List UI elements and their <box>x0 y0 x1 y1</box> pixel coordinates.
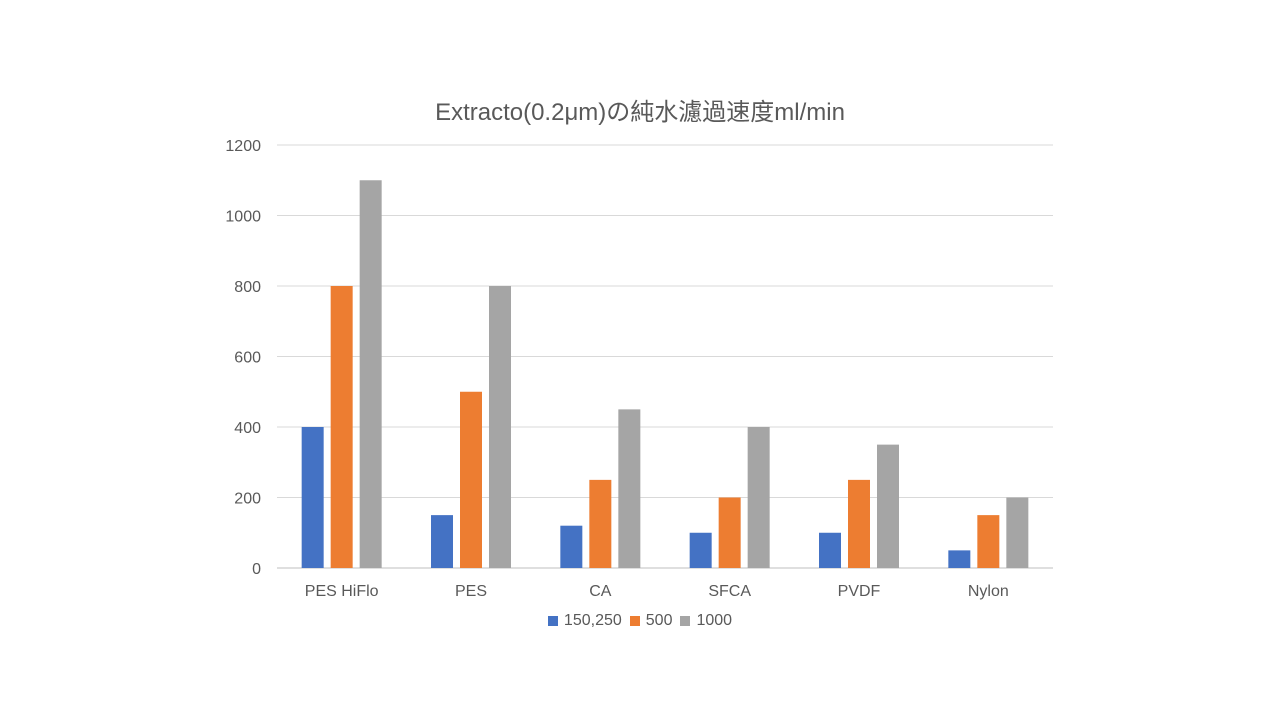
x-tick-label: PVDF <box>838 583 881 600</box>
y-tick-label: 1200 <box>225 138 261 155</box>
x-tick-label: Nylon <box>968 583 1009 600</box>
bar-2-pes <box>460 391 482 568</box>
chart-title: Extracto(0.2μm)の純水濾過速度ml/min <box>435 99 845 126</box>
legend-item-series-3: 1000 <box>680 612 732 630</box>
bar-3-pes-hiflo <box>359 180 382 568</box>
x-tick-label: SFCA <box>708 583 751 600</box>
legend-swatch-series-2 <box>629 616 640 626</box>
bar-2-nylon <box>977 515 1000 568</box>
x-tick-label: PES <box>455 583 487 600</box>
bar-2-sfca <box>718 497 741 568</box>
bar-1-sfca <box>689 532 712 568</box>
bar-1-pes-hiflo <box>301 427 324 568</box>
legend: 150,250 500 1000 <box>0 612 1280 630</box>
bar-3-ca <box>618 409 641 568</box>
bar-1-nylon <box>948 550 971 568</box>
y-tick-label: 0 <box>252 561 261 578</box>
y-tick-label: 400 <box>234 420 261 437</box>
legend-label-series-2: 500 <box>645 612 673 629</box>
bar-2-pes-hiflo <box>330 286 353 568</box>
bar-3-pvdf <box>877 444 899 568</box>
y-tick-label: 600 <box>234 350 261 367</box>
bar-1-pvdf <box>819 532 841 568</box>
bar-2-pvdf <box>848 479 870 568</box>
y-tick-label: 1000 <box>225 209 261 226</box>
bar-1-pes <box>431 515 453 568</box>
x-tick-label: PES HiFlo <box>305 583 379 600</box>
y-tick-label: 800 <box>234 279 261 296</box>
legend-item-series-1: 150,250 <box>547 612 622 630</box>
y-tick-label: 200 <box>234 491 261 508</box>
bar-3-pes <box>489 286 511 568</box>
legend-swatch-series-1 <box>547 616 558 626</box>
x-tick-label: CA <box>589 583 612 600</box>
legend-swatch-series-3 <box>680 616 691 626</box>
bar-3-nylon <box>1006 497 1029 568</box>
legend-item-series-2: 500 <box>629 612 673 630</box>
bar-2-ca <box>589 479 612 568</box>
legend-label-series-1: 150,250 <box>563 612 622 629</box>
legend-label-series-3: 1000 <box>696 612 733 629</box>
bar-1-ca <box>560 525 583 568</box>
bar-3-sfca <box>747 427 770 568</box>
